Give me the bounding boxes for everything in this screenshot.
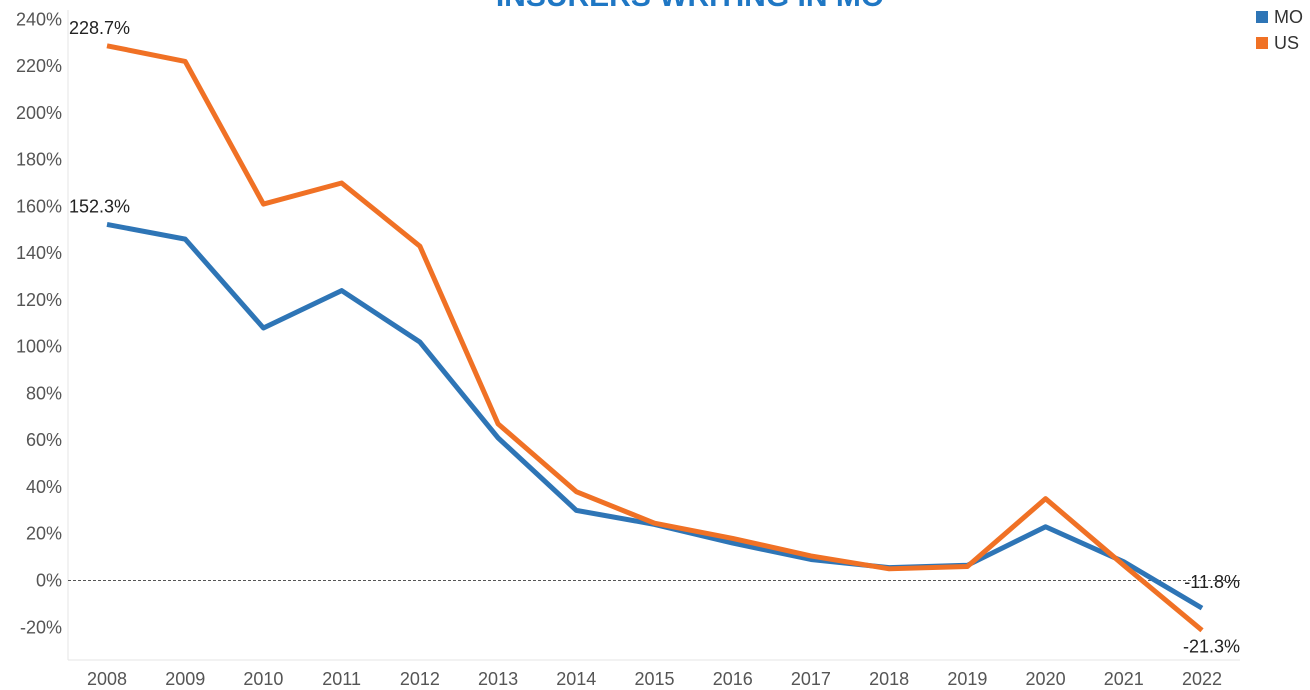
y-tick-label: 120% [16, 290, 62, 310]
x-tick-label: 2008 [87, 669, 127, 689]
y-tick-label: -20% [20, 617, 62, 637]
x-tick-label: 2011 [322, 669, 361, 689]
y-tick-label: 180% [16, 150, 62, 170]
x-tick-label: 2020 [1026, 669, 1066, 689]
data-label: 228.7% [69, 18, 130, 38]
x-tick-label: 2014 [556, 669, 596, 689]
legend-swatch [1256, 11, 1268, 23]
x-tick-label: 2021 [1104, 669, 1144, 689]
x-tick-label: 2018 [869, 669, 909, 689]
x-tick-label: 2013 [478, 669, 518, 689]
y-tick-label: 200% [16, 103, 62, 123]
chart-title: INSURERS WRITING IN MO [496, 0, 884, 13]
y-tick-label: 100% [16, 337, 62, 357]
legend-swatch [1256, 37, 1268, 49]
legend-label: MO [1274, 7, 1303, 27]
x-tick-label: 2012 [400, 669, 440, 689]
line-series [106, 43, 1204, 633]
x-tick-label: 2022 [1182, 669, 1222, 689]
y-tick-label: 20% [26, 524, 62, 544]
y-tick-label: 0% [36, 571, 62, 591]
y-tick-label: 80% [26, 383, 62, 403]
x-tick-label: 2010 [243, 669, 283, 689]
x-tick-label: 2017 [791, 669, 831, 689]
x-tick-label: 2016 [713, 669, 753, 689]
y-tick-label: 160% [16, 196, 62, 216]
y-tick-label: 60% [26, 430, 62, 450]
data-label: -21.3% [1183, 636, 1240, 656]
legend-label: US [1274, 33, 1299, 53]
x-tick-label: 2015 [634, 669, 674, 689]
line-series [106, 221, 1204, 611]
data-label: -11.8% [1184, 572, 1240, 592]
x-tick-label: 2009 [165, 669, 205, 689]
y-tick-label: 40% [26, 477, 62, 497]
data-label: 152.3% [69, 196, 130, 216]
y-tick-label: 220% [16, 56, 62, 76]
y-tick-label: 240% [16, 9, 62, 29]
y-tick-label: 140% [16, 243, 62, 263]
x-tick-label: 2019 [947, 669, 987, 689]
